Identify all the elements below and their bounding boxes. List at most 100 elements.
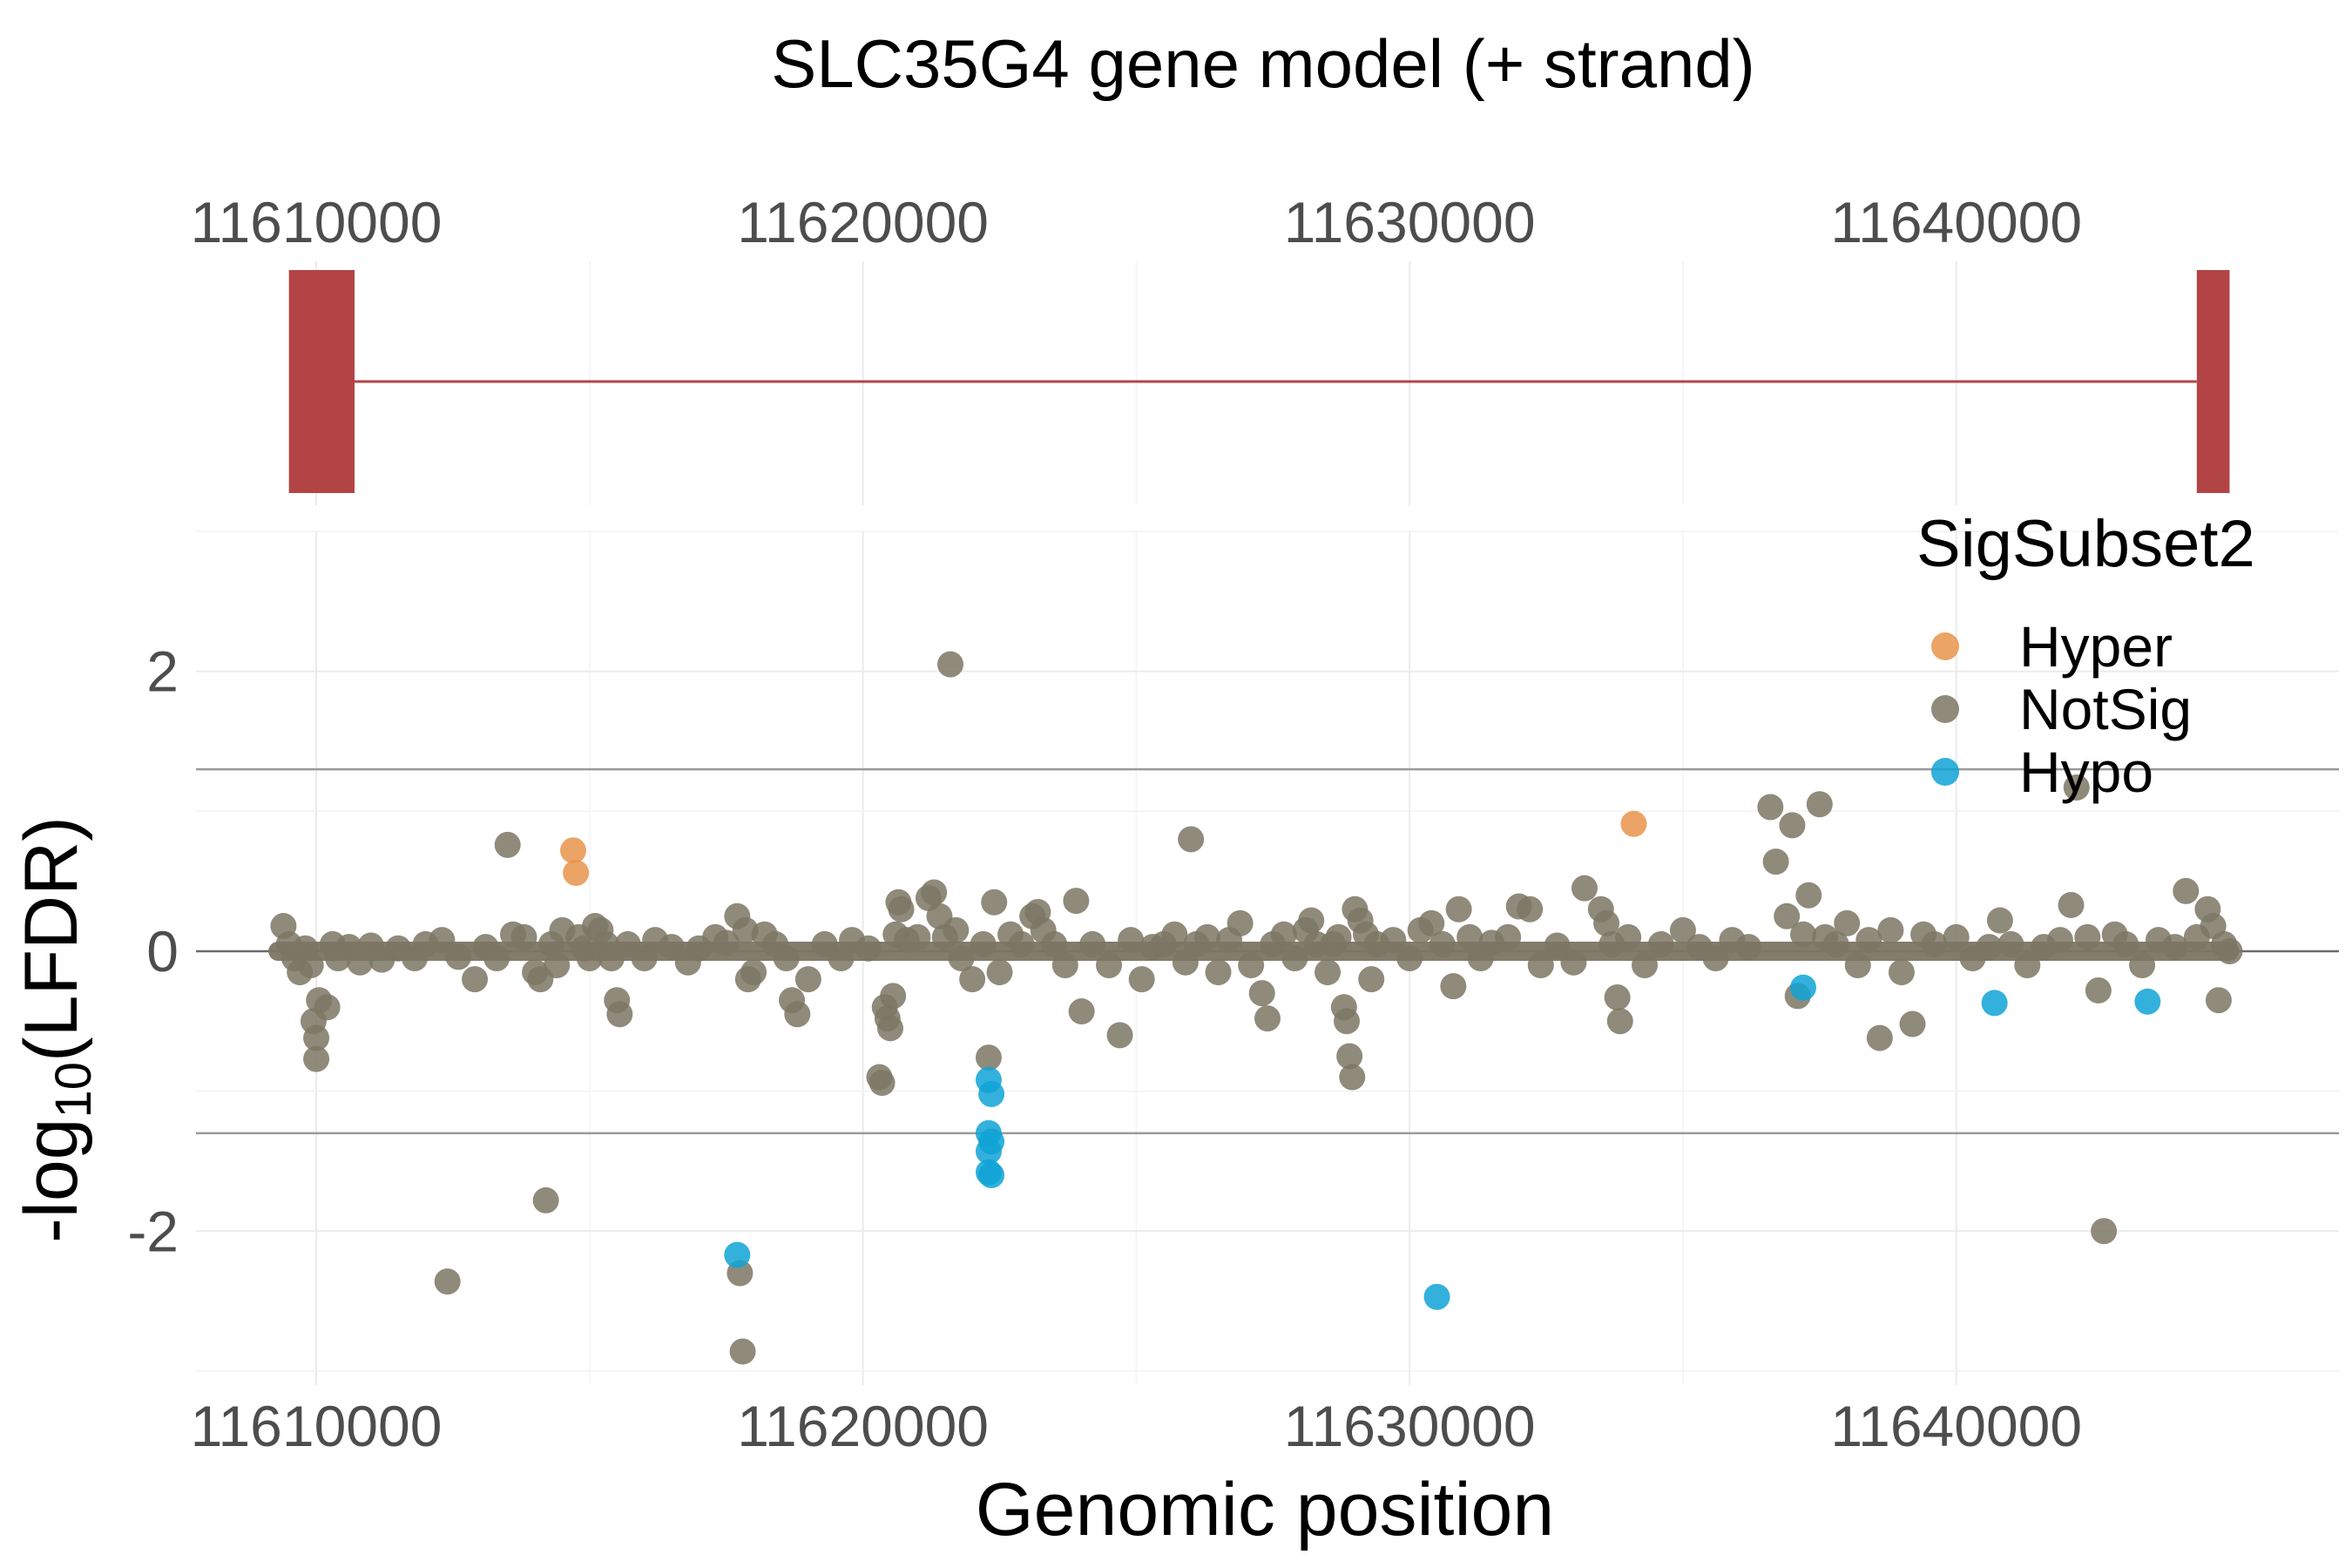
point-notsig	[784, 1001, 811, 1028]
legend-title: SigSubset2	[1916, 507, 2255, 581]
point-hyper	[563, 860, 590, 886]
y-axis-label: -log10(LFDR)	[10, 816, 102, 1243]
x-tick-label: 11610000	[191, 1394, 443, 1458]
point-notsig	[713, 929, 740, 956]
point-notsig	[1822, 930, 1849, 957]
y-tick-label: 0	[146, 919, 179, 983]
point-notsig	[1834, 909, 1861, 936]
point-notsig	[1943, 923, 1970, 950]
legend-key-hyper	[1931, 632, 1959, 660]
point-notsig	[1795, 882, 1822, 909]
point-notsig	[1669, 916, 1696, 943]
legend-label-hyper: Hyper	[2019, 614, 2173, 679]
gene-exon	[2196, 270, 2230, 493]
point-notsig	[1779, 812, 1806, 839]
point-hyper	[1620, 810, 1647, 837]
point-notsig	[1079, 930, 1106, 957]
point-notsig	[880, 983, 907, 1010]
point-notsig	[1527, 952, 1554, 979]
point-notsig	[1560, 949, 1587, 976]
significance-threshold-lines	[196, 767, 2339, 1135]
point-notsig	[1270, 921, 1297, 948]
point-notsig	[855, 935, 882, 962]
point-notsig	[1997, 930, 2024, 957]
point-notsig	[2129, 952, 2156, 979]
y-tick-label: -2	[127, 1199, 179, 1263]
point-notsig	[1254, 1005, 1281, 1032]
point-hypo	[975, 1138, 1002, 1165]
gene-model-panel: 11610000 11620000 11630000 11640000	[191, 190, 2230, 505]
gene-tick-label: 11610000	[191, 190, 443, 254]
legend-key-hypo	[1931, 758, 1959, 786]
point-notsig	[1571, 875, 1598, 902]
point-notsig	[1339, 1064, 1366, 1091]
point-notsig	[1806, 791, 1833, 818]
point-notsig	[1855, 927, 1882, 954]
point-notsig	[2216, 937, 2243, 964]
y-axis-label-subscript: 10	[45, 1062, 102, 1119]
point-notsig	[1227, 909, 1254, 936]
point-notsig	[1757, 794, 1784, 821]
point-notsig	[2085, 977, 2112, 1004]
point-notsig	[1866, 1024, 1893, 1051]
point-notsig	[1774, 902, 1801, 929]
point-notsig	[1248, 980, 1275, 1007]
point-notsig	[1615, 923, 1642, 950]
point-notsig	[1762, 848, 1789, 875]
point-notsig	[2063, 774, 2090, 801]
point-notsig	[868, 1069, 896, 1096]
point-notsig	[1517, 896, 1544, 923]
point-notsig	[494, 831, 521, 858]
point-notsig	[303, 1045, 330, 1072]
point-notsig	[1445, 896, 1472, 923]
point-notsig	[959, 966, 986, 993]
point-notsig	[1315, 959, 1342, 986]
y-axis-label-base: -log	[10, 1118, 93, 1242]
point-notsig	[904, 923, 931, 950]
gene-exon	[288, 270, 355, 493]
point-notsig	[1790, 921, 1816, 948]
point-notsig	[1193, 923, 1220, 950]
point-notsig	[1205, 959, 1232, 986]
point-notsig	[1008, 930, 1035, 957]
point-notsig	[937, 651, 964, 678]
point-notsig	[975, 1044, 1002, 1071]
y-tick-label: 2	[146, 639, 179, 704]
point-notsig	[1051, 952, 1078, 979]
point-hypo	[978, 1080, 1005, 1107]
point-notsig	[1396, 945, 1423, 971]
point-notsig	[532, 1186, 559, 1213]
point-notsig	[1128, 966, 1155, 993]
point-hyper	[560, 837, 587, 864]
point-notsig	[2074, 923, 2101, 950]
point-notsig	[1336, 1043, 1363, 1070]
point-notsig	[1333, 1008, 1360, 1035]
legend-key-notsig	[1931, 695, 1959, 723]
point-notsig	[2091, 1218, 2118, 1245]
x-axis-label: Genomic position	[976, 1468, 1554, 1551]
point-notsig	[1604, 983, 1631, 1010]
point-notsig	[2112, 930, 2139, 957]
point-notsig	[1106, 1022, 1133, 1049]
point-notsig	[1735, 934, 1762, 961]
point-notsig	[1647, 930, 1674, 957]
point-notsig	[429, 927, 456, 954]
y-tick-labels: 2 0 -2	[127, 639, 179, 1264]
point-hypo	[1981, 990, 2008, 1017]
point-notsig	[876, 1015, 903, 1042]
y-axis-label-rest: (LFDR)	[10, 816, 93, 1062]
point-notsig	[2058, 891, 2085, 918]
point-notsig	[1921, 930, 1948, 957]
point-notsig	[1544, 932, 1571, 959]
point-notsig	[2173, 877, 2200, 904]
point-hypo	[724, 1241, 751, 1268]
x-tick-label: 11640000	[1830, 1394, 2082, 1458]
point-notsig	[1899, 1010, 1926, 1037]
point-notsig	[1041, 930, 1068, 957]
point-hypo	[1790, 974, 1816, 1001]
point-notsig	[1495, 923, 1522, 950]
point-notsig	[1888, 959, 1915, 986]
